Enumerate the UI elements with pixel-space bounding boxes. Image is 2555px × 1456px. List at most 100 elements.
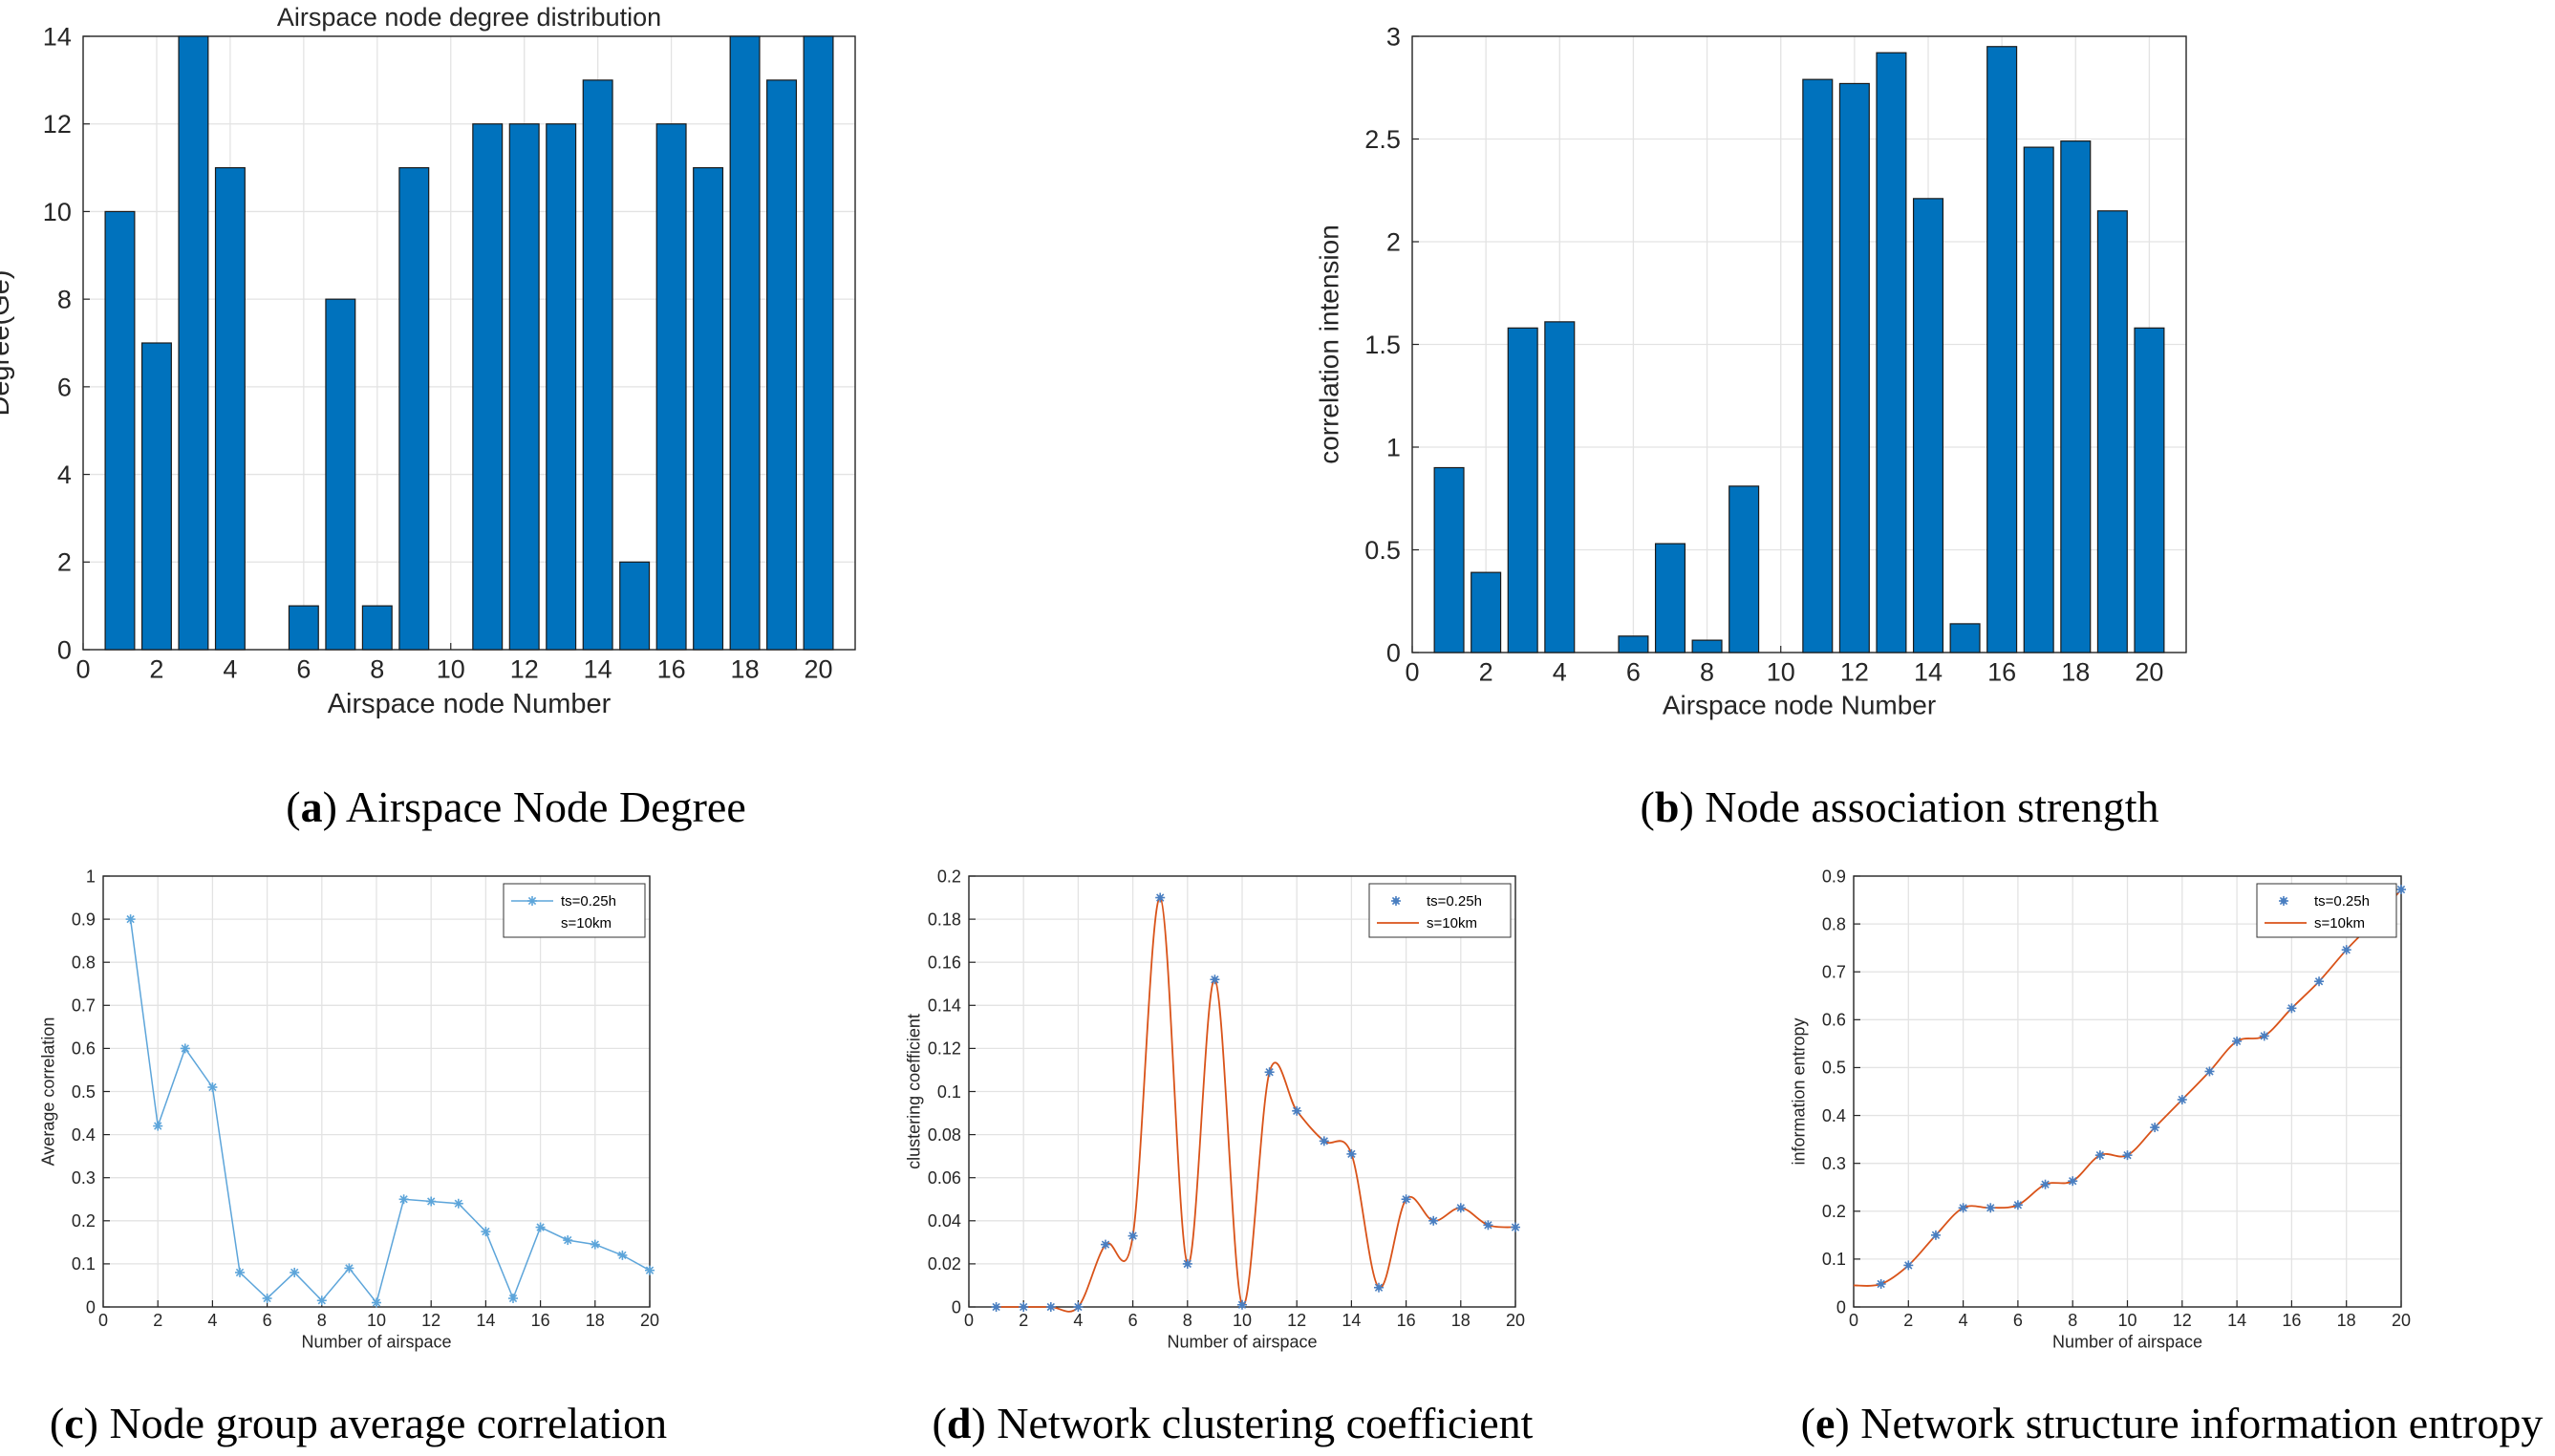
a-bar-16 xyxy=(655,123,687,651)
d-caption-text: ) Network clustering coefficient xyxy=(971,1399,1533,1447)
e-point-dot-16 xyxy=(2288,1005,2294,1011)
b-xtick-label-1: 2 xyxy=(1479,658,1493,687)
a-bar-2 xyxy=(140,342,172,651)
e-point-dot-8 xyxy=(2070,1178,2075,1184)
e-point-dot-17 xyxy=(2316,978,2322,984)
c-ytick-label-3: 0.3 xyxy=(72,1168,96,1188)
c-xtick-label-1: 2 xyxy=(153,1311,162,1330)
b-xlabel: Airspace node Number xyxy=(1663,691,1936,720)
d-point-dot-3 xyxy=(1048,1304,1054,1310)
c-point-15-stroke-3 xyxy=(508,1294,518,1303)
c-ytick-label-9: 0.9 xyxy=(72,910,96,929)
c-xlabel: Number of airspace xyxy=(301,1332,451,1351)
d-point-dot-20 xyxy=(1513,1224,1518,1231)
a-xtick-label-2: 4 xyxy=(223,655,237,684)
b-bar-17 xyxy=(2023,146,2054,653)
b-bar-4 xyxy=(1544,321,1576,653)
c-ytick-label-6: 0.6 xyxy=(72,1039,96,1059)
b-xtick-label-8: 16 xyxy=(1987,658,2016,687)
c-point-13-stroke-3 xyxy=(454,1199,462,1208)
e-point-dot-15 xyxy=(2262,1033,2267,1038)
c-ytick-label-4: 0.4 xyxy=(72,1125,96,1145)
chart-c-average-correlation: 0 2 4 6 8 10 12 14 16 18 20 0 0.1 0.2 0.3 0.4 0.5 0.6 0.7 0… xyxy=(39,867,667,1447)
b-bar-7 xyxy=(1654,543,1686,653)
b-ytick-label-0: 0 xyxy=(1386,638,1401,667)
b-bar-8 xyxy=(1691,639,1723,653)
c-point-11 xyxy=(398,1194,409,1205)
d-ytick-label-5: 0.1 xyxy=(937,1082,961,1102)
d-xtick-label-10: 20 xyxy=(1506,1311,1525,1330)
d-point-dot-17 xyxy=(1430,1218,1436,1224)
c-point-18-stroke-3 xyxy=(590,1240,599,1249)
c-point-13 xyxy=(453,1198,463,1209)
b-xtick-label-2: 4 xyxy=(1553,658,1567,687)
a-xtick-label-9: 18 xyxy=(731,655,760,684)
d-xtick-label-1: 2 xyxy=(1019,1311,1028,1330)
d-point-dot-18 xyxy=(1458,1205,1464,1210)
b-bar-2 xyxy=(1471,571,1502,653)
c-legend-box xyxy=(503,883,646,938)
d-ytick-label-0: 0 xyxy=(952,1297,961,1317)
a-xtick-label-3: 6 xyxy=(296,655,311,684)
d-point-3 xyxy=(1045,1302,1056,1312)
c-point-2-stroke-3 xyxy=(154,1122,162,1130)
d-point-9 xyxy=(1210,974,1220,985)
c-xtick-label-6: 12 xyxy=(421,1311,440,1330)
c-point-16-stroke-3 xyxy=(536,1223,545,1231)
d-ytick-label-2: 0.04 xyxy=(928,1211,961,1231)
e-xtick-label-5: 10 xyxy=(2117,1311,2136,1330)
d-point-4 xyxy=(1073,1302,1084,1312)
d-point-20 xyxy=(1511,1222,1520,1232)
e-caption-letter: e xyxy=(1815,1399,1835,1447)
chart-e-entropy: 0 2 4 6 8 10 12 14 16 18 20 0 0.1 0.2 0.3 0.4 0.5 0.6 0.7 0… xyxy=(1790,867,2544,1447)
b-bar-11 xyxy=(1802,78,1834,653)
e-xtick-label-8: 16 xyxy=(2282,1311,2301,1330)
e-caption: (e) Network structure information entrop… xyxy=(1801,1399,2544,1447)
b-bar-18 xyxy=(2060,140,2092,653)
e-point-4 xyxy=(1958,1203,1968,1213)
e-point-16 xyxy=(2287,1003,2297,1014)
c-point-4-stroke-3 xyxy=(208,1082,217,1092)
e-legend-dot xyxy=(2281,898,2287,904)
c-point-3-stroke-3 xyxy=(181,1044,189,1053)
c-point-20-stroke-3 xyxy=(645,1266,655,1274)
d-xtick-label-6: 12 xyxy=(1287,1311,1306,1330)
d-point-dot-15 xyxy=(1376,1285,1382,1291)
c-ytick-label-2: 0.2 xyxy=(72,1211,96,1231)
c-ytick-label-5: 0.5 xyxy=(72,1082,96,1102)
c-point-16 xyxy=(535,1222,546,1232)
c-xtick-label-7: 14 xyxy=(476,1311,495,1330)
e-ytick-label-7: 0.7 xyxy=(1822,963,1846,982)
c-ylabel: Average correlation xyxy=(39,1017,58,1167)
c-point-3 xyxy=(180,1043,190,1054)
a-caption-open: ( xyxy=(286,782,300,831)
c-xtick-label-10: 20 xyxy=(640,1311,659,1330)
d-point-dot-1 xyxy=(994,1304,999,1310)
a-xtick-label-8: 16 xyxy=(657,655,686,684)
b-bar-19 xyxy=(2096,210,2128,653)
a-caption: (a) Airspace Node Degree xyxy=(286,782,746,831)
a-bar-18 xyxy=(729,35,761,651)
d-caption-letter: d xyxy=(947,1399,972,1447)
b-ytick-label-5: 2.5 xyxy=(1364,125,1401,154)
d-point-dot-11 xyxy=(1267,1069,1273,1075)
b-ytick-label-4: 2 xyxy=(1386,227,1401,256)
b-xtick-label-3: 6 xyxy=(1626,658,1641,687)
d-ytick-label-10: 0.2 xyxy=(937,867,961,886)
e-point-20 xyxy=(2396,885,2406,895)
b-xtick-label-5: 10 xyxy=(1767,658,1795,687)
e-legend-entry-1: s=10km xyxy=(2314,915,2365,931)
b-bar-13 xyxy=(1876,52,1907,653)
a-ytick-label-6: 12 xyxy=(43,110,72,139)
d-point-15 xyxy=(1374,1282,1384,1293)
c-ytick-label-10: 1 xyxy=(86,867,96,886)
e-point-10 xyxy=(2122,1150,2133,1161)
a-caption-text: ) Airspace Node Degree xyxy=(323,782,746,831)
a-xtick-label-5: 10 xyxy=(437,655,465,684)
e-xtick-label-0: 0 xyxy=(1849,1311,1858,1330)
b-ytick-label-6: 3 xyxy=(1386,22,1401,51)
c-legend-entry-1: s=10km xyxy=(561,915,612,931)
e-xlabel: Number of airspace xyxy=(2052,1332,2202,1351)
d-ytick-label-9: 0.18 xyxy=(928,910,961,929)
